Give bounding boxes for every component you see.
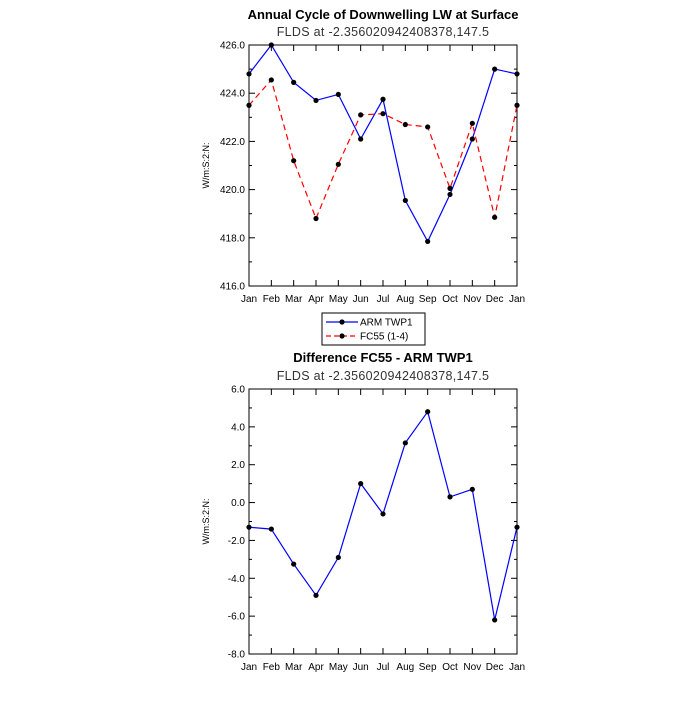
- chart2-plot-frame: [248, 388, 518, 655]
- chart1-series-1-point: [335, 91, 341, 98]
- chart1-ytick-label: 426.0: [220, 41, 245, 52]
- chart1-series-1-point: [380, 96, 386, 102]
- chart2-ytick-label: 4.0: [231, 422, 245, 433]
- chart1-xtick-label: Aug: [396, 294, 414, 305]
- chart2-ytick-label: 2.0: [231, 460, 245, 471]
- chart1-series-1-point: [514, 71, 520, 77]
- chart2-subtitle: FLDS at -2.356020942408378,147.5: [277, 369, 490, 383]
- chart2-ytick-label: -6.0: [228, 612, 246, 623]
- chart2-ytick-label: -4.0: [228, 574, 246, 585]
- chart2-series-1-point: [313, 592, 319, 598]
- chart1-xtick-label: Dec: [486, 294, 504, 305]
- chart1-series-2-point: [313, 215, 319, 222]
- chart1-ytick-label: 418.0: [220, 233, 245, 244]
- chart2-ytick-label: -8.0: [228, 650, 246, 661]
- chart1-xtick-label: Oct: [442, 294, 458, 305]
- chart2-series-1-point: [447, 494, 453, 500]
- chart1-legend-box: [321, 312, 426, 346]
- chart2-series-1-point: [514, 524, 520, 530]
- chart1-series-2-point: [469, 120, 475, 126]
- chart2-ytick-label: 6.0: [231, 385, 245, 396]
- chart1-series-2-point: [447, 185, 453, 191]
- chart2-xtick-label: Mar: [285, 662, 303, 673]
- chart1-title: Annual Cycle of Downwelling LW at Surfac…: [248, 7, 519, 22]
- chart1-xtick-label: May: [329, 294, 348, 305]
- chart2-series-1-point: [246, 524, 252, 530]
- chart2-title: Difference FC55 - ARM TWP1: [293, 350, 472, 365]
- chart1-xtick-label: Jan: [241, 294, 257, 305]
- chart2-series-1-point: [469, 486, 475, 492]
- chart1-series-1-point: [291, 79, 297, 85]
- chart1-xtick-label: Nov: [463, 294, 481, 305]
- chart2-xtick-label: Jan: [241, 662, 257, 673]
- chart2-series-1-point: [380, 511, 386, 517]
- chart1-xtick-label: Feb: [263, 294, 281, 305]
- chart1-series-2-point: [358, 112, 364, 118]
- chart2-xtick-label: Jun: [353, 662, 369, 673]
- chart1-xtick-label: Jan: [509, 294, 525, 305]
- chart2-xtick-label: Aug: [396, 662, 414, 673]
- chart1-series-2-point: [335, 161, 341, 167]
- chart1-xtick-label: Jul: [377, 294, 390, 305]
- chart1-ytick-label: 416.0: [220, 282, 245, 293]
- chart2-xtick-label: May: [329, 662, 348, 673]
- chart1-series-2-point: [380, 111, 386, 117]
- chart1-ytick-label: 420.0: [220, 185, 245, 196]
- chart2-ytick-label: 0.0: [231, 498, 245, 509]
- chart2-series-1-point: [268, 526, 274, 532]
- chart1-series-1-point: [268, 42, 274, 48]
- chart1-series-2-point: [291, 158, 297, 164]
- chart1-series-1-point: [313, 97, 319, 104]
- chart2-xtick-label: Apr: [308, 662, 324, 673]
- chart2-series-1-point: [291, 561, 297, 567]
- chart1-subtitle: FLDS at -2.356020942408378,147.5: [277, 25, 490, 39]
- chart2-xtick-label: Sep: [419, 662, 437, 673]
- chart1-ylabel: W/m:S:2:N:: [201, 142, 211, 188]
- chart2-series-1-point: [358, 481, 364, 487]
- chart1-ytick-label: 424.0: [220, 89, 245, 100]
- chart1-series-2-point: [246, 102, 252, 108]
- chart2-xtick-label: Oct: [442, 662, 458, 673]
- chart2-ytick-label: -2.0: [228, 536, 246, 547]
- chart2-xtick-label: Jul: [377, 662, 390, 673]
- chart1-series-1-point: [447, 191, 453, 198]
- chart1-series-2-point: [402, 121, 408, 128]
- chart1-series-2-point: [492, 214, 498, 220]
- chart1-series-1-point: [246, 71, 252, 77]
- chart1-series-1-point: [425, 238, 431, 245]
- chart2-series-1-point: [425, 409, 431, 415]
- chart1-xtick-label: Sep: [419, 294, 437, 305]
- chart1-legend-marker-1: [339, 319, 345, 325]
- chart1-series-1-point: [402, 197, 408, 204]
- chart1-series-1-point: [358, 136, 364, 142]
- chart2-xtick-label: Dec: [486, 662, 504, 673]
- chart2-xtick-label: Jan: [509, 662, 525, 673]
- chart1-series-line-1: [248, 43, 518, 243]
- chart1-xtick-label: Jun: [353, 294, 369, 305]
- chart2-series-1-point: [335, 554, 341, 561]
- chart1-series-1-point: [492, 66, 498, 72]
- chart1-xtick-label: Mar: [285, 294, 303, 305]
- chart1-ytick-label: 422.0: [220, 137, 245, 148]
- chart1-legend-label-1: ARM TWP1: [360, 318, 413, 329]
- chart2-series-1-point: [402, 440, 408, 446]
- chart1-plot-frame: [248, 44, 518, 287]
- chart1-xtick-label: Apr: [308, 294, 324, 305]
- chart1-series-2-point: [514, 102, 520, 108]
- chart2-ylabel: W/m:S:2:N:: [201, 498, 211, 544]
- chart1-legend-marker-2: [339, 333, 345, 339]
- chart2-series-1-point: [492, 617, 498, 623]
- chart1-legend-label-2: FC55 (1-4): [360, 332, 408, 343]
- chart1-series-2-point: [268, 77, 274, 83]
- chart1-series-2-point: [425, 124, 431, 130]
- chart2-xtick-label: Nov: [463, 662, 481, 673]
- chart2-xtick-label: Feb: [263, 662, 281, 673]
- chart1-series-1-point: [469, 136, 475, 142]
